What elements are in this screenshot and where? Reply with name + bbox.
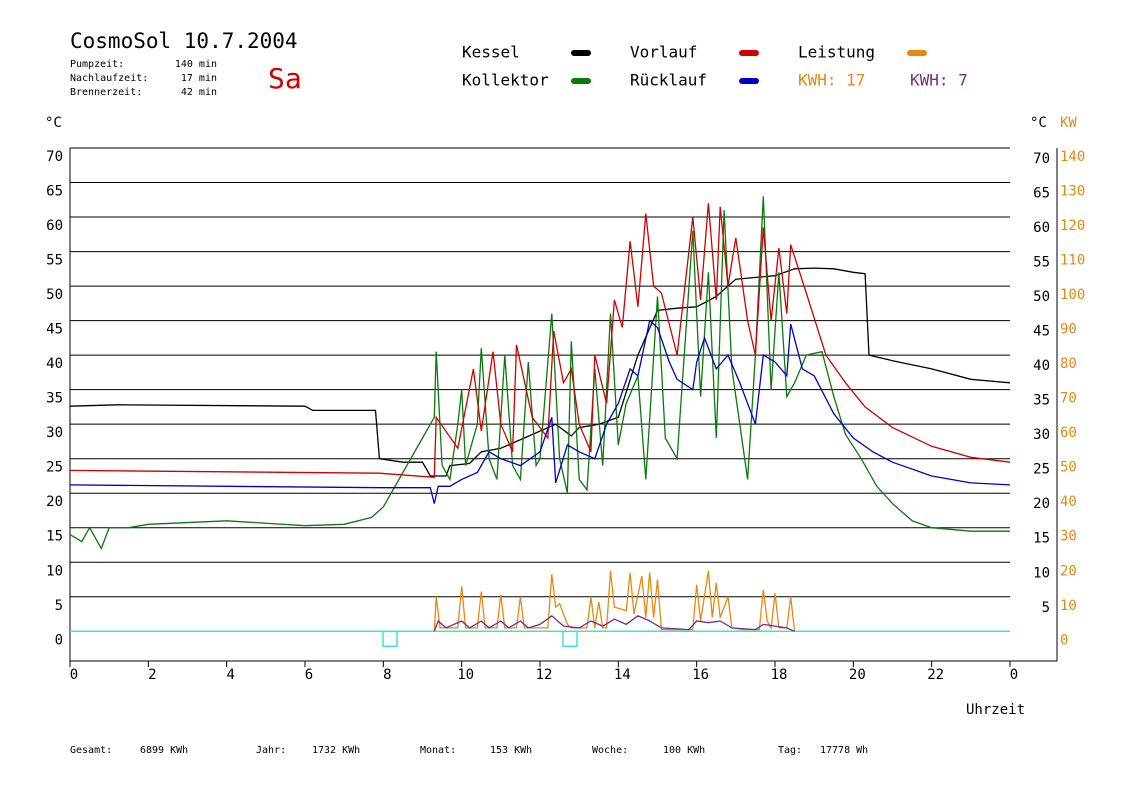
- footer-label: Tag:: [778, 745, 802, 756]
- footer-label: Monat:: [420, 745, 456, 756]
- y2-tick-label: 10: [1060, 598, 1077, 614]
- x-tick-label: 0: [1010, 667, 1018, 683]
- info-label: Pumpzeit:: [70, 59, 124, 70]
- series-line: [69, 203, 1011, 478]
- y-tick-label: 20: [46, 494, 63, 510]
- y-tick-label: 35: [46, 391, 63, 407]
- indicator: [382, 630, 398, 648]
- series-line: [69, 196, 1010, 551]
- y-tick-label-right: 25: [1033, 462, 1050, 478]
- x-tick-label: 4: [226, 667, 234, 683]
- annotation: KWH: 17: [798, 71, 865, 90]
- y-tick-label: 10: [46, 563, 63, 579]
- footer-value: 100 KWh: [663, 745, 705, 756]
- x-tick-label: 0: [70, 667, 78, 683]
- y-tick-label: 45: [46, 322, 63, 338]
- x-tick-label: 18: [771, 667, 788, 683]
- y-tick-label-right: 30: [1033, 427, 1050, 443]
- legend-label: Kollektor: [462, 71, 549, 90]
- y-tick-label-right: 5: [1042, 600, 1050, 616]
- y-tick-label-right: 60: [1033, 220, 1050, 236]
- x-tick-label: 12: [536, 667, 553, 683]
- y-tick-label: 65: [46, 184, 63, 200]
- y2-tick-label: 130: [1060, 184, 1085, 200]
- y-tick-label-right: 15: [1033, 531, 1050, 547]
- x-tick-label: 16: [692, 667, 709, 683]
- legend-label: Kessel: [462, 43, 520, 62]
- y-tick-label: 15: [46, 529, 63, 545]
- footer-label: Jahr:: [256, 745, 286, 756]
- footer-value: 6899 KWh: [140, 745, 188, 756]
- x-tick-label: 22: [927, 667, 944, 683]
- x-tick-label: 8: [383, 667, 391, 683]
- y-tick-label: 0: [55, 632, 63, 648]
- x-tick-label: 14: [614, 667, 631, 683]
- x-tick-label: 6: [305, 667, 313, 683]
- footer-value: 1732 KWh: [312, 745, 360, 756]
- info-value: 17 min: [181, 73, 217, 84]
- y2-tick-label: 40: [1060, 494, 1077, 510]
- series-line: [69, 319, 1011, 504]
- y-tick-label: 25: [46, 460, 63, 476]
- annotation: KWH: 7: [910, 71, 968, 90]
- y-tick-label-right: 10: [1033, 565, 1050, 581]
- info-value: 42 min: [181, 87, 217, 98]
- y2-tick-label: 80: [1060, 356, 1077, 372]
- x-tick-label: 10: [457, 667, 474, 683]
- legend-label: Leistung: [798, 43, 875, 62]
- info-label: Nachlaufzeit:: [70, 73, 148, 84]
- y2-tick-label: 110: [1060, 253, 1085, 269]
- y-tick-label-right: 55: [1033, 255, 1050, 271]
- y-tick-label: 5: [55, 598, 63, 614]
- y-tick-label-right: 65: [1033, 186, 1050, 202]
- legend-label: Rücklauf: [630, 71, 707, 90]
- y-tick-label-right: 20: [1033, 496, 1050, 512]
- footer-label: Gesamt:: [70, 745, 112, 756]
- y2-tick-label: 90: [1060, 322, 1077, 338]
- title: CosmoSol 10.7.2004: [70, 29, 298, 53]
- y-tick-label: 60: [46, 218, 63, 234]
- y-tick-label-right: 45: [1033, 324, 1050, 340]
- legend-label: Vorlauf: [630, 43, 697, 62]
- y2-tick-label: 50: [1060, 460, 1077, 476]
- y-tick-label-right: 50: [1033, 289, 1050, 305]
- y2-unit: KW: [1060, 115, 1077, 131]
- series-line: [433, 614, 795, 632]
- y-tick-label-right: 70: [1033, 151, 1050, 167]
- y-tick-label-right: 40: [1033, 358, 1050, 374]
- footer-value: 153 KWh: [490, 745, 532, 756]
- day: Sa: [268, 62, 302, 95]
- y-tick-label: 40: [46, 356, 63, 372]
- y-tick-label: 50: [46, 287, 63, 303]
- footer-value: 17778 Wh: [820, 745, 868, 756]
- y-tick-label: 55: [46, 253, 63, 269]
- x-tick-label: 20: [849, 667, 866, 683]
- y2-tick-label: 60: [1060, 425, 1077, 441]
- info-label: Brennerzeit:: [70, 87, 142, 98]
- y2-tick-label: 70: [1060, 391, 1077, 407]
- y-tick-label-right: 35: [1033, 393, 1050, 409]
- x-tick-label: 2: [148, 667, 156, 683]
- y2-tick-label: 0: [1060, 632, 1068, 648]
- y-unit: °C: [45, 115, 62, 131]
- y2-tick-label: 120: [1060, 218, 1085, 234]
- x-label: Uhrzeit: [966, 702, 1025, 718]
- info-value: 140 min: [175, 59, 217, 70]
- y-tick-label: 30: [46, 425, 63, 441]
- y2-tick-label: 100: [1060, 287, 1085, 303]
- footer-label: Woche:: [592, 745, 628, 756]
- indicator: [562, 630, 578, 648]
- y2-tick-label: 140: [1060, 149, 1085, 165]
- y2-tick-label: 30: [1060, 529, 1077, 545]
- y-tick-label: 70: [46, 149, 63, 165]
- y2-tick-label: 20: [1060, 563, 1077, 579]
- y-unit-right: °C: [1030, 115, 1047, 131]
